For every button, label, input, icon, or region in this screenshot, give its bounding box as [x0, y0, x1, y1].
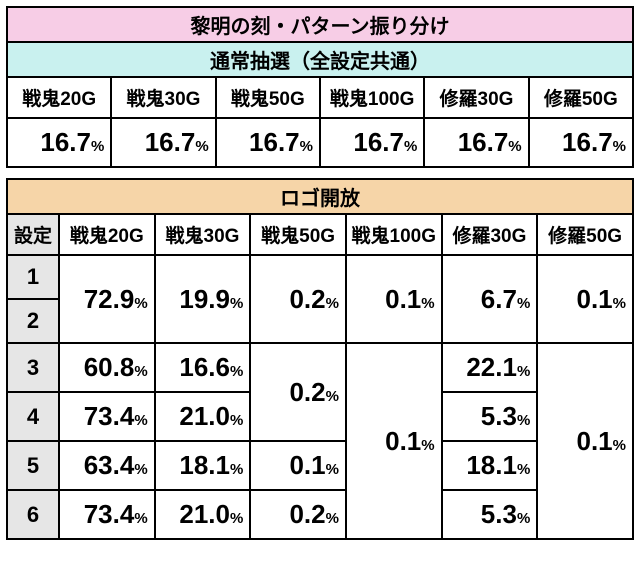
col-header: 戦鬼100G [346, 214, 442, 255]
value-cell: 0.2% [250, 255, 346, 343]
value-cell: 18.1% [155, 441, 251, 490]
col-header: 戦鬼50G [216, 77, 320, 118]
col-header: 修羅30G [424, 77, 528, 118]
value-cell: 16.7% [320, 118, 424, 167]
value-cell: 0.1% [346, 343, 442, 539]
value-cell: 21.0% [155, 392, 251, 441]
spacer [6, 168, 634, 178]
subtitle-1: 通常抽選（全設定共通） [7, 42, 633, 77]
main-title: 黎明の刻・パターン振り分け [7, 7, 633, 42]
col-header: 修羅50G [529, 77, 633, 118]
value-cell: 16.7% [529, 118, 633, 167]
value-cell: 18.1% [442, 441, 538, 490]
value-cell: 0.1% [250, 441, 346, 490]
value-cell: 22.1% [442, 343, 538, 392]
value-cell: 16.7% [111, 118, 215, 167]
value-cell: 19.9% [155, 255, 251, 343]
value-cell: 60.8% [59, 343, 155, 392]
setting-cell: 1 [7, 255, 59, 299]
value-cell: 0.2% [250, 490, 346, 539]
value-cell: 72.9% [59, 255, 155, 343]
setting-cell: 5 [7, 441, 59, 490]
data-row: 3 60.8% 16.6% 0.2% 0.1% 22.1% 0.1% [7, 343, 633, 392]
col-header: 修羅50G [537, 214, 633, 255]
setting-header: 設定 [7, 214, 59, 255]
table-normal-lottery: 黎明の刻・パターン振り分け 通常抽選（全設定共通） 戦鬼20G 戦鬼30G 戦鬼… [6, 6, 634, 168]
value-row-1: 16.7% 16.7% 16.7% 16.7% 16.7% 16.7% [7, 118, 633, 167]
value-cell: 73.4% [59, 392, 155, 441]
subtitle-row-1: 通常抽選（全設定共通） [7, 42, 633, 77]
value-cell: 16.7% [7, 118, 111, 167]
col-header: 戦鬼100G [320, 77, 424, 118]
header-row-1: 戦鬼20G 戦鬼30G 戦鬼50G 戦鬼100G 修羅30G 修羅50G [7, 77, 633, 118]
value-cell: 16.7% [216, 118, 320, 167]
header-row-2: 設定 戦鬼20G 戦鬼30G 戦鬼50G 戦鬼100G 修羅30G 修羅50G [7, 214, 633, 255]
col-header: 修羅30G [442, 214, 538, 255]
setting-cell: 4 [7, 392, 59, 441]
value-cell: 0.1% [346, 255, 442, 343]
col-header: 戦鬼50G [250, 214, 346, 255]
col-header: 戦鬼20G [7, 77, 111, 118]
value-cell: 63.4% [59, 441, 155, 490]
value-cell: 0.2% [250, 343, 346, 441]
title-row: 黎明の刻・パターン振り分け [7, 7, 633, 42]
value-cell: 5.3% [442, 490, 538, 539]
value-cell: 0.1% [537, 343, 633, 539]
value-cell: 73.4% [59, 490, 155, 539]
value-cell: 21.0% [155, 490, 251, 539]
setting-cell: 3 [7, 343, 59, 392]
data-row: 1 72.9% 19.9% 0.2% 0.1% 6.7% 0.1% [7, 255, 633, 299]
table-logo-release: ロゴ開放 設定 戦鬼20G 戦鬼30G 戦鬼50G 戦鬼100G 修羅30G 修… [6, 178, 634, 540]
setting-cell: 6 [7, 490, 59, 539]
value-cell: 16.7% [424, 118, 528, 167]
subtitle-2: ロゴ開放 [7, 179, 633, 214]
setting-cell: 2 [7, 299, 59, 343]
col-header: 戦鬼30G [111, 77, 215, 118]
page-container: 黎明の刻・パターン振り分け 通常抽選（全設定共通） 戦鬼20G 戦鬼30G 戦鬼… [6, 6, 634, 540]
subtitle-row-2: ロゴ開放 [7, 179, 633, 214]
value-cell: 6.7% [442, 255, 538, 343]
col-header: 戦鬼20G [59, 214, 155, 255]
value-cell: 5.3% [442, 392, 538, 441]
value-cell: 0.1% [537, 255, 633, 343]
value-cell: 16.6% [155, 343, 251, 392]
col-header: 戦鬼30G [155, 214, 251, 255]
